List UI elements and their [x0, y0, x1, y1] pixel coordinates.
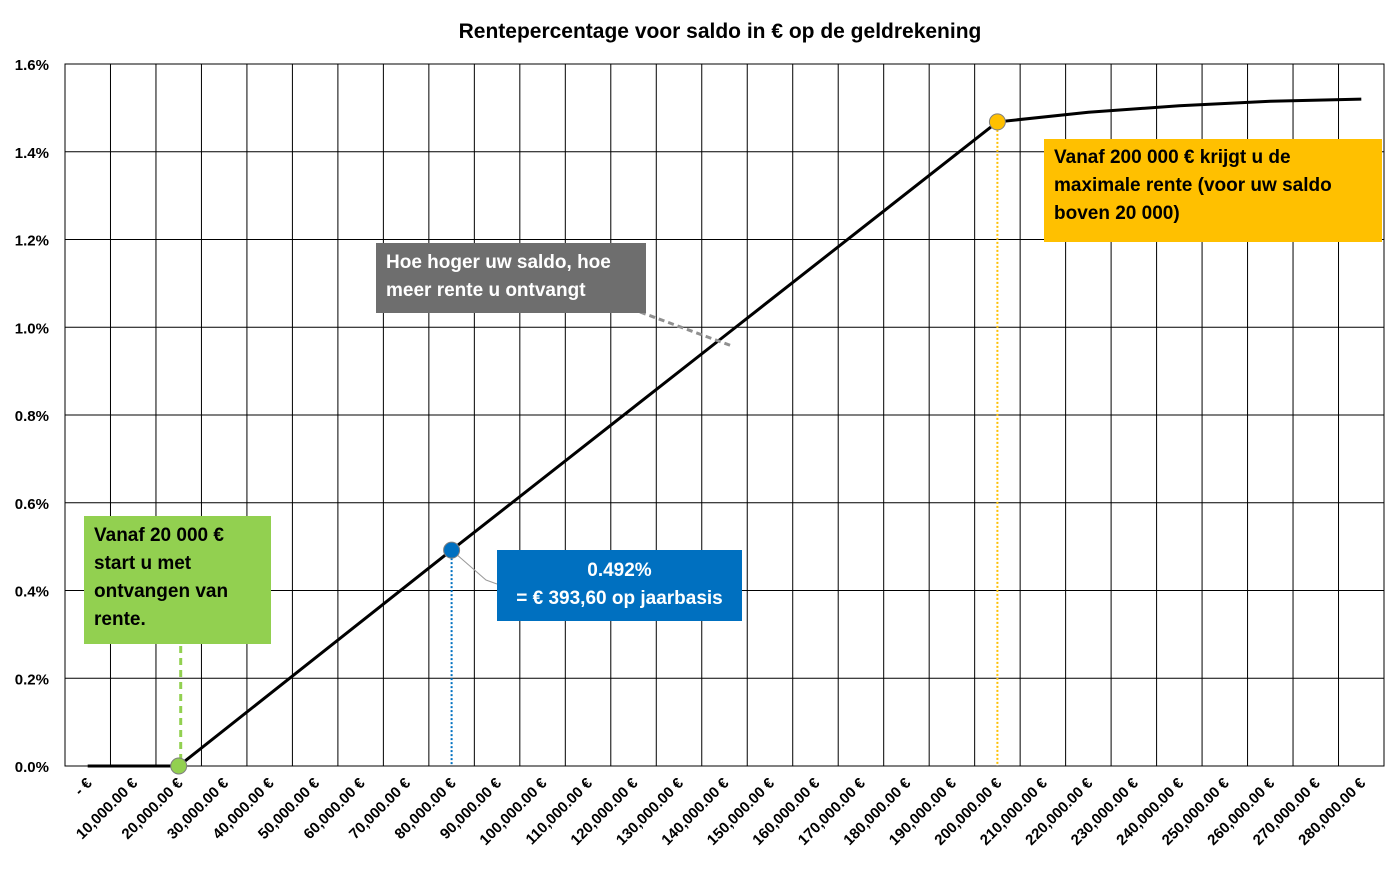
y-tick-label: 1.0%	[15, 320, 49, 337]
callout-line: Vanaf 200 000 € krijgt u de	[1054, 147, 1291, 168]
y-tick-label: 1.6%	[15, 57, 49, 74]
callout-max-interest: Vanaf 200 000 € krijgt u de maximale ren…	[1044, 139, 1382, 242]
y-tick-label: 0.2%	[15, 671, 49, 688]
callout-line: rente.	[94, 609, 146, 630]
callout-line: Vanaf 20 000 €	[94, 525, 224, 546]
callout-line: Hoe hoger uw saldo, hoe	[386, 252, 611, 273]
y-tick-label: 0.8%	[15, 408, 49, 425]
y-tick-label: 0.0%	[15, 759, 49, 776]
chart-title: Rentepercentage voor saldo in € op de ge…	[458, 20, 982, 43]
y-tick-label: 0.6%	[15, 496, 49, 513]
callout-line: boven 20 000)	[1054, 203, 1180, 224]
callout-line: 0.492%	[587, 560, 652, 581]
start-marker	[170, 757, 188, 775]
callout-line: meer rente u ontvangt	[386, 280, 586, 301]
callout-higher-balance: Hoe hoger uw saldo, hoe meer rente u ont…	[376, 243, 646, 313]
callout-start-interest: Vanaf 20 000 € start u met ontvangen van…	[84, 516, 271, 644]
y-tick-label: 0.4%	[15, 584, 49, 601]
y-tick-label: 1.2%	[15, 233, 49, 250]
callout-line: ontvangen van	[94, 581, 229, 602]
callout-line: maximale rente (voor uw saldo	[1054, 175, 1332, 196]
callout-rate-example: 0.492% = € 393,60 op jaarbasis	[497, 550, 742, 621]
callout-line: start u met	[94, 553, 192, 574]
y-tick-label: 1.4%	[15, 145, 49, 162]
blue-leader-line	[451, 549, 498, 585]
callout-line: = € 393,60 op jaarbasis	[516, 588, 723, 609]
gray-leader-line	[639, 310, 733, 348]
max-marker	[988, 113, 1006, 131]
x-tick-label: - €	[71, 774, 96, 799]
example-marker	[443, 541, 461, 559]
